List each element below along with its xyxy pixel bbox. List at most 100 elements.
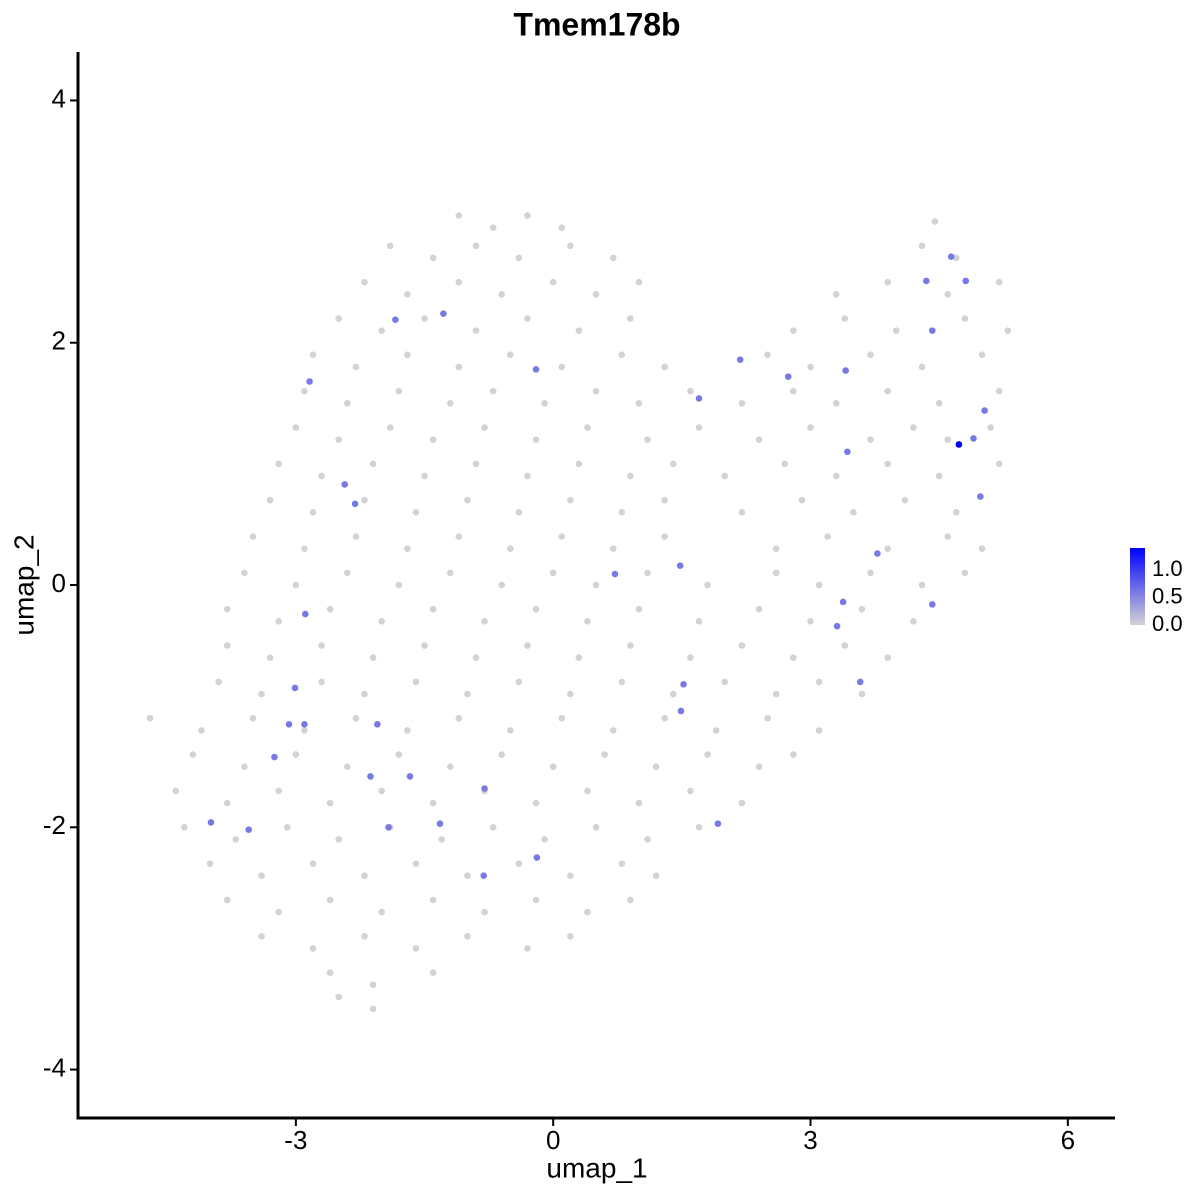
data-point — [929, 327, 936, 334]
data-point — [856, 678, 864, 686]
data-point — [249, 714, 257, 722]
x-tick-label: 0 — [546, 1125, 560, 1155]
data-point — [781, 460, 789, 468]
data-point — [480, 872, 488, 880]
data-point — [344, 569, 351, 577]
data-point — [584, 618, 591, 625]
data-point — [395, 751, 403, 758]
data-point — [146, 714, 154, 722]
data-point — [335, 436, 343, 443]
data-point — [275, 908, 283, 916]
data-point — [438, 836, 445, 843]
data-point — [404, 545, 411, 552]
data-point — [489, 387, 497, 395]
x-axis-label: umap_1 — [546, 1152, 647, 1183]
data-point — [790, 327, 797, 334]
data-point — [884, 278, 892, 286]
data-point — [839, 598, 847, 606]
colorbar-tick-label: 0.0 — [1152, 611, 1183, 636]
data-point — [944, 533, 952, 540]
data-point — [464, 690, 471, 698]
data-point — [841, 315, 849, 322]
data-point — [344, 399, 351, 407]
data-point — [378, 787, 385, 795]
data-point — [404, 290, 411, 298]
data-point — [575, 654, 583, 661]
data-point — [489, 224, 497, 231]
data-point — [815, 581, 823, 589]
data-point — [421, 315, 428, 322]
data-point — [609, 545, 617, 552]
data-point — [361, 496, 368, 504]
data-point — [635, 399, 643, 407]
data-point — [318, 642, 325, 649]
y-tick-label: 4 — [52, 83, 66, 113]
data-point — [704, 751, 711, 758]
data-point — [446, 569, 454, 577]
data-point — [524, 212, 531, 219]
data-point — [601, 751, 608, 758]
data-point — [352, 714, 360, 722]
data-point — [464, 496, 471, 504]
data-point — [841, 642, 849, 649]
chart-title: Tmem178b — [513, 6, 680, 42]
data-point — [832, 472, 840, 480]
data-point — [361, 690, 368, 698]
data-point — [404, 727, 411, 734]
data-point — [858, 690, 866, 698]
data-point — [223, 642, 231, 649]
data-point — [318, 472, 325, 480]
data-point — [832, 290, 840, 298]
data-point — [611, 570, 619, 578]
data-point — [815, 678, 823, 686]
data-point — [567, 690, 574, 698]
data-point — [669, 460, 677, 468]
data-point — [807, 363, 814, 371]
data-point — [661, 533, 668, 540]
data-point — [824, 533, 831, 540]
data-point — [309, 509, 317, 516]
data-point — [440, 310, 447, 317]
data-point — [472, 654, 480, 661]
data-point — [687, 387, 694, 395]
data-point — [524, 315, 531, 322]
data-point — [464, 872, 471, 880]
data-point — [680, 681, 687, 688]
data-point — [567, 872, 574, 880]
data-point — [970, 435, 977, 442]
data-point — [533, 854, 541, 861]
data-point — [609, 254, 617, 262]
data-point — [369, 460, 377, 468]
data-point — [772, 545, 780, 552]
data-point — [429, 969, 437, 976]
data-point — [961, 569, 969, 577]
data-point — [910, 618, 917, 625]
data-point — [953, 254, 960, 262]
data-point — [412, 860, 420, 867]
data-point — [772, 690, 780, 698]
data-point — [790, 387, 797, 395]
data-point — [541, 836, 548, 843]
data-point — [481, 785, 488, 792]
colorbar-tick-label: 1.0 — [1152, 556, 1183, 581]
data-point — [635, 278, 643, 286]
data-point — [395, 387, 403, 395]
data-point — [515, 254, 523, 262]
data-point — [721, 472, 729, 480]
data-point — [858, 605, 866, 613]
data-point — [961, 315, 969, 322]
data-point — [223, 896, 231, 904]
data-point — [832, 399, 840, 407]
data-point — [515, 860, 523, 867]
data-point — [627, 472, 634, 480]
data-point — [429, 254, 437, 262]
data-point — [892, 327, 900, 334]
data-point — [318, 678, 325, 686]
data-point — [558, 224, 566, 231]
data-point — [472, 242, 480, 250]
data-point — [455, 363, 463, 371]
data-point — [301, 545, 308, 552]
data-point — [481, 618, 488, 625]
data-point — [944, 436, 952, 443]
